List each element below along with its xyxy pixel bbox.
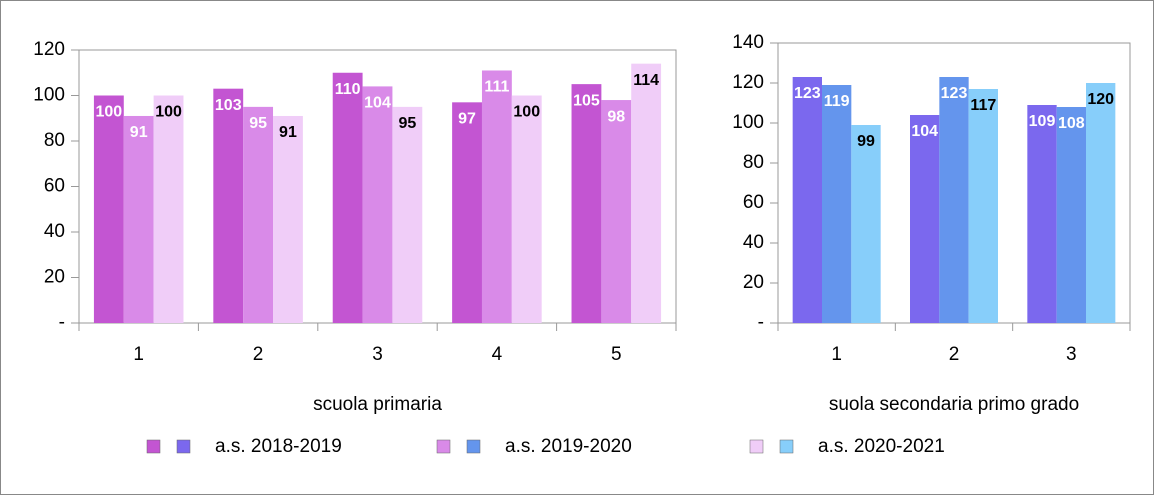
data-label: 100	[155, 104, 182, 121]
bar	[243, 106, 274, 323]
bar	[968, 89, 998, 323]
legend-label: a.s. 2020-2021	[818, 436, 945, 457]
y-tick-label: 40	[44, 221, 65, 242]
legend-label: a.s. 2018-2019	[215, 436, 342, 457]
bar	[1027, 105, 1057, 323]
x-tick-label: 2	[253, 344, 264, 365]
data-label: 97	[458, 111, 476, 128]
x-tick-label: 3	[1066, 344, 1077, 365]
y-tick-label: 100	[33, 85, 65, 106]
x-tick-label: 1	[831, 344, 842, 365]
bar	[601, 100, 632, 323]
data-label: 103	[215, 97, 242, 114]
bar	[1056, 107, 1086, 323]
x-tick-label: 5	[611, 344, 622, 365]
x-tick-label: 4	[492, 344, 503, 365]
y-tick-label: 80	[44, 130, 65, 151]
bar	[571, 84, 602, 323]
bar	[851, 125, 881, 323]
bar	[153, 95, 184, 323]
bar	[1086, 83, 1116, 323]
legend-swatch	[146, 439, 161, 454]
data-label: 108	[1058, 115, 1085, 132]
bar	[511, 95, 542, 323]
data-label: 120	[1087, 91, 1114, 108]
data-label: 104	[364, 95, 391, 112]
data-label: 104	[911, 123, 938, 140]
x-tick-label: 2	[949, 344, 960, 365]
x-axis-label: scuola primaria	[313, 394, 442, 415]
data-label: 123	[794, 85, 821, 102]
bar	[213, 88, 244, 323]
data-label: 105	[573, 92, 600, 109]
y-tick-label: 40	[743, 232, 764, 253]
data-label: 117	[970, 97, 996, 114]
y-tick-label: 140	[732, 32, 764, 53]
x-axis-label: suola secondaria primo grado	[829, 394, 1079, 415]
legend-swatch	[749, 439, 764, 454]
data-label: 109	[1029, 113, 1056, 130]
bar	[631, 63, 662, 324]
bar	[93, 95, 124, 323]
bar	[123, 115, 154, 323]
bar	[392, 106, 423, 323]
bar	[362, 86, 393, 324]
legend-swatch	[176, 439, 191, 454]
bar	[452, 102, 482, 323]
x-tick-label: 1	[133, 344, 144, 365]
y-tick-label: -	[59, 312, 65, 333]
data-label: 99	[857, 133, 875, 150]
y-tick-label: 20	[44, 267, 65, 288]
legend-label: a.s. 2019-2020	[505, 436, 632, 457]
data-label: 100	[95, 104, 122, 121]
bar	[481, 70, 512, 323]
data-label: 110	[335, 81, 361, 98]
legend-swatch	[436, 439, 451, 454]
y-tick-label: -	[758, 312, 764, 333]
y-tick-label: 60	[44, 176, 65, 197]
bar	[939, 77, 969, 323]
y-tick-label: 100	[732, 112, 764, 133]
y-tick-label: 20	[743, 272, 764, 293]
y-tick-label: 80	[743, 152, 764, 173]
data-label: 98	[607, 108, 625, 125]
y-tick-label: 60	[743, 192, 764, 213]
data-label: 95	[249, 115, 267, 132]
data-label: 95	[398, 115, 416, 132]
y-tick-label: 120	[732, 72, 764, 93]
bar	[332, 72, 363, 323]
bar	[273, 115, 303, 323]
bar	[822, 85, 852, 323]
data-label: 119	[824, 93, 850, 110]
data-label: 91	[279, 124, 297, 141]
x-tick-label: 3	[372, 344, 383, 365]
data-label: 123	[941, 85, 968, 102]
legend-swatch	[466, 439, 481, 454]
bar	[792, 77, 822, 323]
data-label: 100	[513, 104, 540, 121]
data-label: 91	[130, 124, 148, 141]
data-label: 111	[484, 79, 509, 96]
data-label: 114	[633, 72, 659, 89]
legend-swatch	[779, 439, 794, 454]
bar	[910, 115, 940, 323]
y-tick-label: 120	[33, 39, 65, 60]
